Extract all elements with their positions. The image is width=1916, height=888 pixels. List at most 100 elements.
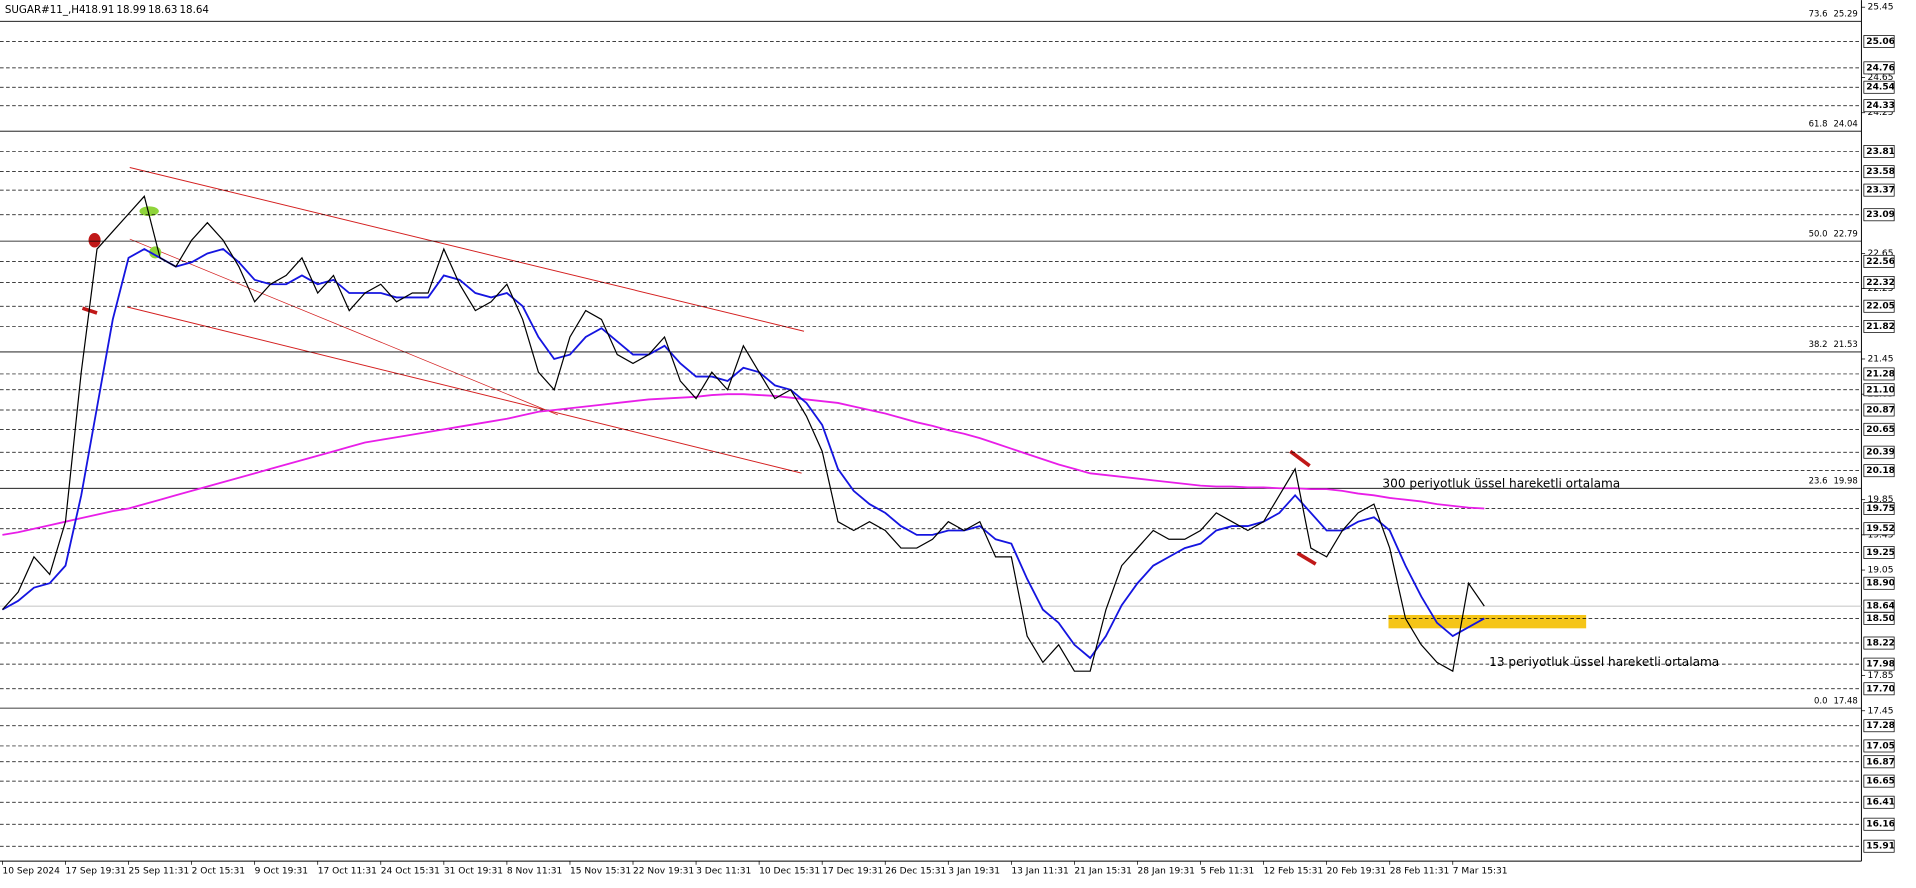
level-label-box <box>1863 254 1895 268</box>
fib-value: 17.48 <box>1834 695 1858 705</box>
level-label: 22.05 <box>1866 302 1895 312</box>
y-tick-label: 17.45 <box>1867 706 1893 716</box>
level-label: 19.52 <box>1866 524 1895 534</box>
level-label: 17.28 <box>1866 721 1895 731</box>
y-tick-label: 19.05 <box>1867 566 1893 576</box>
x-tick-label: 9 Oct 19:31 <box>255 866 308 876</box>
header-value: 18.91 <box>85 4 114 16</box>
level-label-box <box>1863 774 1895 788</box>
level-label: 19.25 <box>1866 548 1895 558</box>
x-tick-label: 3 Jan 19:31 <box>948 866 1000 876</box>
level-label-box <box>1863 80 1895 94</box>
level-label: 24.54 <box>1866 83 1895 93</box>
level-label-box <box>1863 682 1895 696</box>
annotation: 13 periyotluk üssel hareketli ortalama <box>1489 655 1719 669</box>
level-label-box <box>1863 719 1895 733</box>
series-line <box>2 393 1485 536</box>
level-label: 24.76 <box>1866 63 1895 73</box>
fib-level: 23.6 <box>1809 475 1828 485</box>
y-tick-label: 25.45 <box>1867 3 1893 13</box>
level-label: 17.05 <box>1866 741 1895 751</box>
fib-value: 21.53 <box>1834 339 1858 349</box>
y-tick-label: 22.65 <box>1867 249 1893 259</box>
support-zone <box>1388 614 1587 629</box>
level-label: 20.18 <box>1866 466 1895 476</box>
header-value: 18.99 <box>116 4 145 16</box>
y-tick-label: 17.85 <box>1867 671 1893 681</box>
x-tick-label: 2 Oct 15:31 <box>192 866 245 876</box>
level-label-box <box>1863 165 1895 179</box>
annotation: 300 periyotluk üssel hareketli ortalama <box>1382 477 1620 491</box>
header-value: 18.64 <box>179 4 208 16</box>
level-label: 18.22 <box>1866 639 1895 649</box>
level-label: 20.65 <box>1866 425 1895 435</box>
x-tick-label: 10 Dec 15:31 <box>759 866 820 876</box>
level-label: 20.87 <box>1866 405 1895 415</box>
level-label: 16.87 <box>1866 757 1895 767</box>
level-label-box <box>1863 546 1895 559</box>
signal-marker <box>1289 449 1311 468</box>
level-label: 17.70 <box>1866 684 1895 694</box>
level-label: 22.56 <box>1866 257 1895 267</box>
x-tick-label: 24 Oct 15:31 <box>381 866 440 876</box>
signal-marker <box>88 232 101 248</box>
last-price-box <box>1863 599 1895 613</box>
level-label-box <box>1863 145 1895 158</box>
header-value: 18.63 <box>148 4 177 16</box>
level-label: 21.10 <box>1866 385 1895 395</box>
fib-level: 61.8 <box>1809 118 1828 128</box>
x-tick-label: 17 Oct 11:31 <box>318 866 377 876</box>
level-label-box <box>1863 636 1895 650</box>
level-label: 22.32 <box>1866 278 1895 288</box>
y-tick-label: 24.25 <box>1867 108 1893 118</box>
level-label-box <box>1863 383 1895 397</box>
level-label-box <box>1863 502 1895 515</box>
level-label-box <box>1863 739 1895 753</box>
signal-marker <box>139 206 159 217</box>
level-label: 24.33 <box>1866 101 1895 111</box>
x-tick-label: 28 Feb 11:31 <box>1390 866 1450 876</box>
level-label-box <box>1863 276 1895 289</box>
y-tick-label: 19.85 <box>1867 495 1893 505</box>
level-label: 17.98 <box>1866 660 1895 670</box>
fib-value: 25.29 <box>1834 8 1858 18</box>
level-label: 21.28 <box>1866 369 1895 379</box>
fib-level: 73.6 <box>1809 8 1828 18</box>
level-label-box <box>1863 445 1895 459</box>
level-label: 16.16 <box>1866 820 1895 830</box>
level-label: 23.81 <box>1866 147 1895 157</box>
level-label-box <box>1863 299 1895 313</box>
level-label-box <box>1863 795 1895 809</box>
x-tick-label: 20 Feb 19:31 <box>1327 866 1387 876</box>
x-tick-label: 17 Dec 19:31 <box>822 866 883 876</box>
x-tick-label: 8 Nov 11:31 <box>507 866 562 876</box>
level-label-box <box>1863 522 1895 536</box>
x-tick-label: 31 Oct 19:31 <box>444 866 503 876</box>
level-label: 23.09 <box>1866 210 1895 220</box>
x-tick-label: 17 Sep 19:31 <box>65 866 126 876</box>
level-label: 18.90 <box>1866 579 1895 589</box>
level-label-box <box>1863 208 1895 222</box>
x-tick-label: 13 Jan 11:31 <box>1011 866 1068 876</box>
level-label-box <box>1863 817 1895 831</box>
x-tick-label: 10 Sep 2024 <box>2 866 60 876</box>
series-line <box>1 195 1485 673</box>
y-tick-label: 19.45 <box>1867 530 1893 540</box>
level-label: 25.06 <box>1866 37 1895 47</box>
level-label-box <box>1863 839 1895 853</box>
y-tick-label: 22.25 <box>1867 284 1893 294</box>
channel-upper <box>129 167 805 332</box>
fib-value: 22.79 <box>1834 228 1858 238</box>
y-tick-label: 24.65 <box>1867 73 1893 83</box>
level-label: 20.39 <box>1866 448 1895 458</box>
x-tick-label: 22 Nov 19:31 <box>633 866 694 876</box>
x-tick-label: 7 Mar 15:31 <box>1453 866 1508 876</box>
level-label: 23.58 <box>1866 167 1895 177</box>
level-label-box <box>1863 183 1895 197</box>
last-price-label: 18.64 <box>1866 602 1895 612</box>
fib-level: 0.0 <box>1814 695 1827 705</box>
level-label-box <box>1863 403 1895 417</box>
series-line <box>1 248 1485 660</box>
